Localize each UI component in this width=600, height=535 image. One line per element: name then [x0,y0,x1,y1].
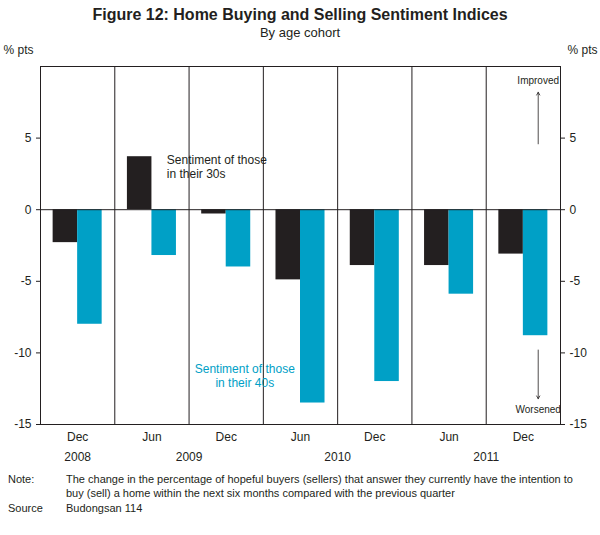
html-text:Note:: Note: [8,473,35,485]
svg-text:Dec: Dec [513,430,534,444]
html-text:By age cohort: By age cohort [259,25,341,40]
html-text:Figure 12: Home Buying and Sel: Figure 12: Home Buying and Selling Senti… [92,6,508,23]
svg-text:5: 5 [25,131,32,145]
html-text:The change in the percentage o: The change in the percentage of hopeful … [66,473,573,500]
svg-text:Improved: Improved [517,75,559,86]
svg-text:-15: -15 [14,417,32,431]
svg-text:2008: 2008 [64,450,91,464]
svg-text:2011: 2011 [473,450,499,464]
svg-text:Dec: Dec [67,430,88,444]
html-text:Budongsan 114: Budongsan 114 [66,501,143,514]
svg-text:Dec: Dec [216,430,237,444]
svg-text:-15: -15 [570,417,588,431]
svg-text:Worsened: Worsened [516,404,561,415]
svg-text:-5: -5 [570,274,581,288]
svg-text:% pts: % pts [567,43,597,57]
svg-text:% pts: % pts [4,43,34,57]
svg-text:Jun: Jun [291,430,310,444]
svg-text:-10: -10 [14,346,32,360]
html-text:Source: Source [8,501,43,514]
svg-text:2010: 2010 [324,450,351,464]
svg-text:Dec: Dec [364,430,385,444]
svg-text:0: 0 [570,203,577,217]
svg-text:-10: -10 [570,346,588,360]
svg-text:0: 0 [25,203,32,217]
svg-text:Jun: Jun [142,430,161,444]
svg-text:5: 5 [570,131,577,145]
svg-text:Jun: Jun [439,430,458,444]
svg-text:2009: 2009 [176,450,203,464]
svg-text:Sentiment of thosein their 30s: Sentiment of thosein their 30s [167,153,267,181]
svg-text:-5: -5 [21,274,32,288]
svg-text:Sentiment of thosein their 40s: Sentiment of thosein their 40s [195,362,295,390]
